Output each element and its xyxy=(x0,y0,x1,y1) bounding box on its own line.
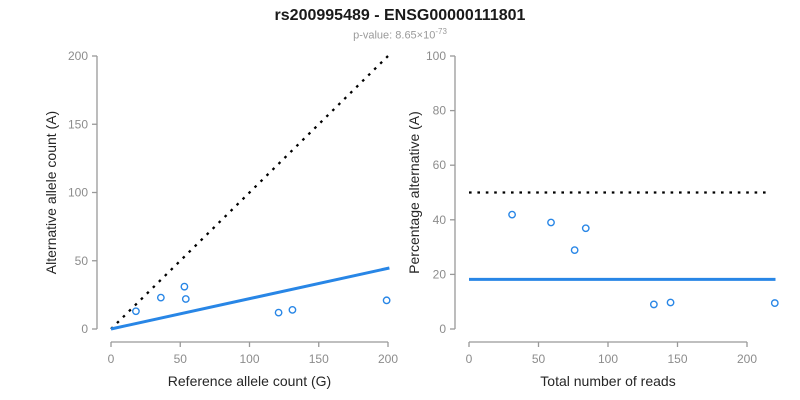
percentage-scatter: 0 50 100 150 200 0 20 40 60 80 100 Total number of … xyxy=(406,49,779,389)
y-tick-label: 40 xyxy=(433,213,447,227)
y-axis-title: Percentage alternative (A) xyxy=(406,111,422,274)
x-tick-label: 100 xyxy=(598,352,618,366)
x-tick-label: 0 xyxy=(108,352,115,366)
y-axis-title: Alternative allele count (A) xyxy=(43,111,59,274)
fitted-proportion-line xyxy=(110,266,390,331)
data-point xyxy=(288,305,297,314)
y-tick-label: 60 xyxy=(433,158,447,172)
x-tick-label: 200 xyxy=(378,352,398,366)
x-axis-title: Total number of reads xyxy=(540,373,675,389)
data-point xyxy=(770,299,779,307)
y-tick-label: 200 xyxy=(68,49,88,63)
x-tick-label: 150 xyxy=(309,352,329,366)
y-tick-label: 100 xyxy=(68,186,88,200)
pvalue-exponent: -73 xyxy=(435,27,447,36)
data-point xyxy=(180,282,189,291)
y-tick-label: 0 xyxy=(81,322,88,336)
data-point xyxy=(156,293,165,302)
data-point xyxy=(570,246,579,255)
x-tick-label: 0 xyxy=(466,352,473,366)
y-tick-label: 150 xyxy=(68,117,88,131)
identity-line-y-equals-x xyxy=(110,55,389,330)
x-tick-label: 100 xyxy=(239,352,259,366)
y-tick-label: 50 xyxy=(75,254,89,268)
data-point xyxy=(547,218,555,227)
pvalue-text: p-value: 8.65×10 xyxy=(353,29,436,42)
data-point xyxy=(274,308,283,317)
allele-count-scatter: 0 50 100 150 200 0 50 100 150 200 Reference allele… xyxy=(43,49,398,389)
y-tick-label: 100 xyxy=(426,49,446,63)
data-point xyxy=(132,307,140,316)
data-point xyxy=(508,210,516,219)
data-point xyxy=(382,296,391,305)
x-tick-label: 50 xyxy=(174,352,188,366)
plot-title: rs200995489 - ENSG00000111801 xyxy=(274,7,526,24)
x-tick-label: 150 xyxy=(667,352,687,366)
data-point xyxy=(649,300,658,309)
y-tick-label: 20 xyxy=(433,267,447,281)
data-point xyxy=(666,298,675,307)
x-axis-title: Reference allele count (G) xyxy=(168,373,331,389)
plot-subtitle: p-value: 8.65×10-73 xyxy=(0,27,800,42)
x-tick-label: 200 xyxy=(737,352,757,366)
y-tick-label: 80 xyxy=(433,104,447,118)
x-tick-label: 50 xyxy=(532,352,546,366)
data-point xyxy=(181,295,190,303)
data-point xyxy=(581,224,590,233)
y-tick-label: 0 xyxy=(439,322,446,336)
